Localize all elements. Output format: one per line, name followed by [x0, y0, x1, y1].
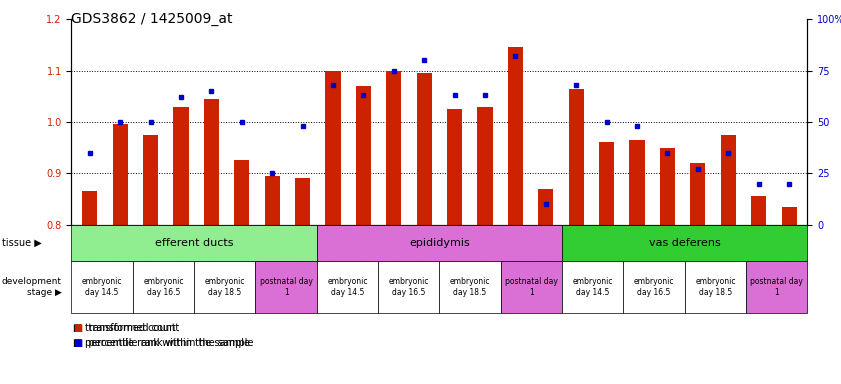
- Bar: [508, 48, 523, 225]
- Text: postnatal day
1: postnatal day 1: [750, 277, 803, 297]
- Text: embryonic
day 18.5: embryonic day 18.5: [204, 277, 245, 297]
- Text: percentile rank within the sample: percentile rank within the sample: [85, 338, 250, 348]
- Bar: [82, 191, 98, 225]
- Text: GDS3862 / 1425009_at: GDS3862 / 1425009_at: [71, 12, 233, 25]
- Bar: [599, 142, 614, 225]
- Bar: [781, 207, 796, 225]
- Text: tissue ▶: tissue ▶: [2, 238, 41, 248]
- Bar: [143, 135, 158, 225]
- Text: embryonic
day 16.5: embryonic day 16.5: [389, 277, 429, 297]
- Bar: [113, 124, 128, 225]
- Text: transformed count: transformed count: [85, 323, 176, 333]
- Bar: [629, 140, 645, 225]
- Text: vas deferens: vas deferens: [649, 238, 721, 248]
- Bar: [265, 176, 280, 225]
- Text: ■  transformed count: ■ transformed count: [73, 323, 179, 333]
- Bar: [721, 135, 736, 225]
- Bar: [234, 161, 250, 225]
- Text: embryonic
day 16.5: embryonic day 16.5: [143, 277, 183, 297]
- Text: embryonic
day 16.5: embryonic day 16.5: [634, 277, 674, 297]
- Bar: [447, 109, 463, 225]
- Bar: [416, 73, 431, 225]
- Bar: [538, 189, 553, 225]
- Text: epididymis: epididymis: [409, 238, 470, 248]
- Bar: [660, 147, 675, 225]
- Text: embryonic
day 14.5: embryonic day 14.5: [327, 277, 368, 297]
- Text: ■: ■: [73, 338, 82, 348]
- Text: postnatal day
1: postnatal day 1: [505, 277, 558, 297]
- Text: ■  percentile rank within the sample: ■ percentile rank within the sample: [73, 338, 254, 348]
- Text: postnatal day
1: postnatal day 1: [260, 277, 313, 297]
- Text: development
stage ▶: development stage ▶: [2, 277, 61, 297]
- Text: embryonic
day 14.5: embryonic day 14.5: [82, 277, 123, 297]
- Text: embryonic
day 14.5: embryonic day 14.5: [573, 277, 613, 297]
- Text: ■: ■: [73, 323, 82, 333]
- Bar: [751, 196, 766, 225]
- Text: embryonic
day 18.5: embryonic day 18.5: [696, 277, 736, 297]
- Bar: [173, 106, 188, 225]
- Bar: [690, 163, 706, 225]
- Bar: [386, 71, 401, 225]
- Bar: [478, 106, 493, 225]
- Bar: [325, 71, 341, 225]
- Bar: [204, 99, 219, 225]
- Bar: [295, 179, 310, 225]
- Text: efferent ducts: efferent ducts: [155, 238, 234, 248]
- Text: embryonic
day 18.5: embryonic day 18.5: [450, 277, 490, 297]
- Bar: [569, 89, 584, 225]
- Bar: [356, 86, 371, 225]
